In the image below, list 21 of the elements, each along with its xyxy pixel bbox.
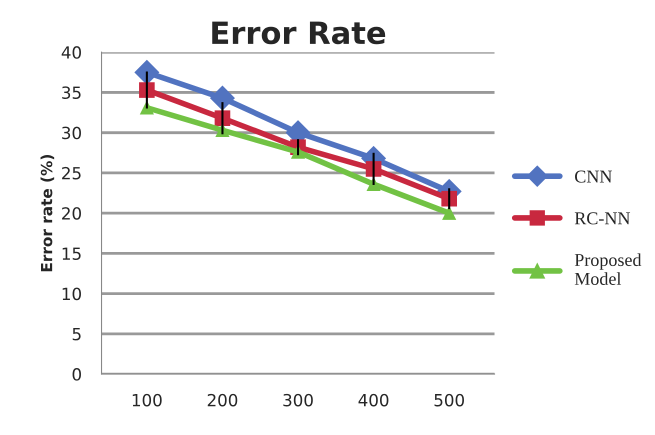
x-tick-label: 400 [358,394,388,406]
y-tick-label: 35 [62,86,81,100]
x-tick-label: 200 [208,394,238,406]
point [442,206,456,220]
x-tick-label: 100 [132,394,162,406]
y-tick-label: 40 [62,46,81,59]
y-tick-label: 25 [62,166,81,180]
legend-label: CNN [575,170,612,183]
y-tick-label: 0 [72,368,81,381]
x-tick-label: 300 [283,394,313,406]
legend-label: Proposed Model [574,253,642,285]
y-tick-label: 10 [62,288,81,300]
y-axis-title: Error rate (%) [40,154,54,272]
chart-title: Error Rate [212,22,386,44]
x-tick-label: 500 [434,394,464,406]
y-tick-label: 15 [62,248,81,260]
point [210,86,235,110]
legend-label: RC-NN [574,212,630,224]
y-tick-label: 30 [62,126,81,140]
y-tick-label: 20 [62,207,81,220]
y-tick-label: 5 [72,328,81,340]
